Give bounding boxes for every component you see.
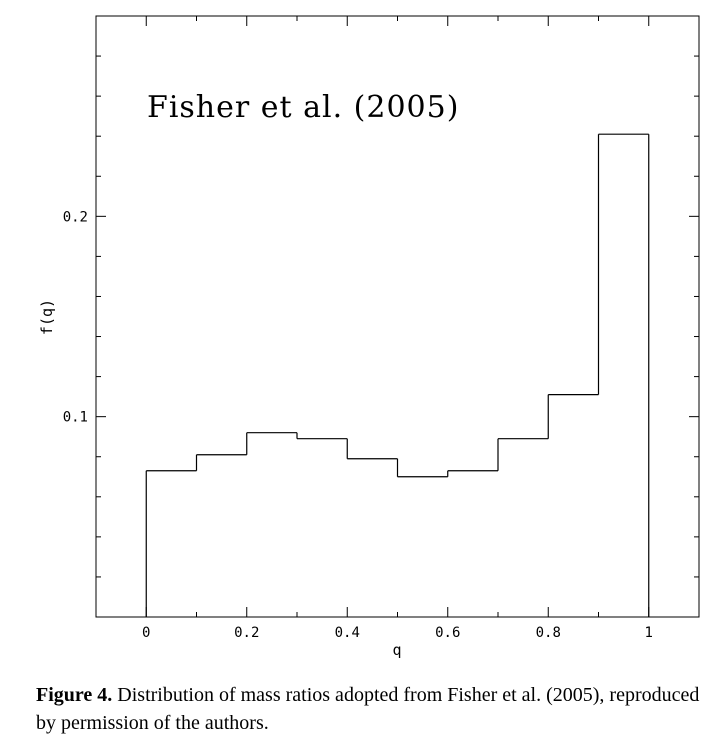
y-tick-label: 0.1 xyxy=(63,410,88,426)
x-tick-label: 0.6 xyxy=(435,625,460,641)
histogram-bin xyxy=(296,432,348,440)
figure-caption-label: Figure 4. xyxy=(36,684,113,706)
histogram-bin xyxy=(497,438,549,471)
figure-caption-text: Distribution of mass ratios adopted from… xyxy=(36,684,700,734)
histogram-bars xyxy=(145,133,650,617)
y-axis-label: f(q) xyxy=(38,299,56,335)
histogram-bin xyxy=(346,438,398,460)
figure-caption: Figure 4. Distribution of mass ratios ad… xyxy=(36,681,704,737)
x-tick-label: 0 xyxy=(142,625,150,641)
x-tick-label: 1 xyxy=(645,625,653,641)
x-axis-label: q xyxy=(392,641,401,659)
x-tick-label: 0.4 xyxy=(335,625,360,641)
x-tick-label: 0.8 xyxy=(536,625,561,641)
chart-annotation: Fisher et al. (2005) xyxy=(147,90,459,125)
histogram-chart: 0 0.2 0.4 0.6 0.8 1 0.1 0.2 Fisher et al. (2005… xyxy=(38,15,700,659)
histogram-bin xyxy=(547,394,599,439)
histogram-bin xyxy=(195,454,247,471)
histogram-bin xyxy=(396,458,448,478)
histogram-bin xyxy=(145,470,197,617)
y-tick-label: 0.2 xyxy=(63,209,88,225)
axes-frame: 0 0.2 0.4 0.6 0.8 1 0.1 0.2 xyxy=(63,15,700,641)
x-tick-label: 0.2 xyxy=(234,625,259,641)
histogram-bin xyxy=(597,133,650,617)
histogram-bin xyxy=(447,470,498,477)
histogram-bin xyxy=(246,432,297,455)
